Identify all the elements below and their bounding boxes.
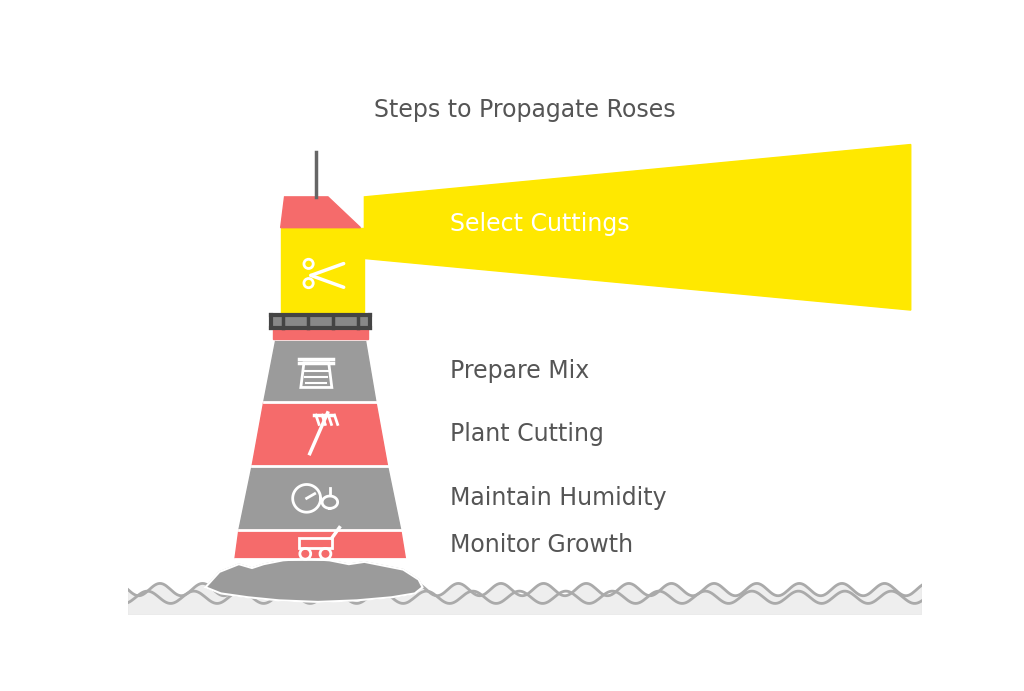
Polygon shape bbox=[365, 144, 910, 310]
Polygon shape bbox=[206, 559, 423, 602]
Text: Select Cuttings: Select Cuttings bbox=[450, 212, 630, 236]
Polygon shape bbox=[263, 339, 376, 402]
Text: Maintain Humidity: Maintain Humidity bbox=[450, 486, 667, 511]
Text: Plant Cutting: Plant Cutting bbox=[450, 422, 603, 446]
Polygon shape bbox=[252, 402, 388, 466]
Polygon shape bbox=[234, 530, 406, 559]
Polygon shape bbox=[282, 227, 364, 316]
Text: Monitor Growth: Monitor Growth bbox=[450, 533, 633, 556]
Polygon shape bbox=[128, 583, 922, 615]
Text: Prepare Mix: Prepare Mix bbox=[450, 359, 589, 383]
Polygon shape bbox=[239, 466, 400, 530]
Polygon shape bbox=[273, 328, 369, 339]
Polygon shape bbox=[271, 316, 370, 328]
Polygon shape bbox=[281, 197, 360, 227]
Text: Steps to Propagate Roses: Steps to Propagate Roses bbox=[374, 98, 676, 122]
